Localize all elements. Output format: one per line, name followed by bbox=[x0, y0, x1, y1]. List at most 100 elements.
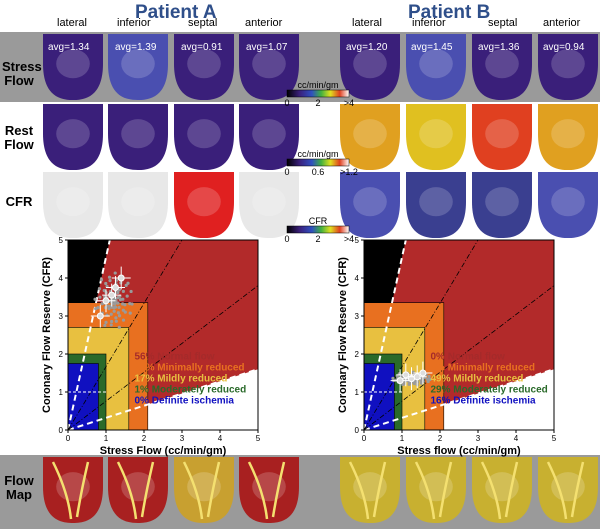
legend-entry: 26% Minimally reduced bbox=[135, 363, 245, 374]
scatter-point bbox=[108, 278, 112, 283]
scatter-point bbox=[109, 323, 113, 327]
stress-map bbox=[174, 34, 234, 100]
stress-map-highlight bbox=[121, 49, 155, 79]
rest-map bbox=[406, 104, 466, 170]
y-axis-label: Coronary Flow Reserve (CFR) bbox=[337, 257, 349, 413]
view-label: inferior bbox=[412, 17, 446, 29]
rest-map bbox=[108, 104, 168, 170]
view-label: anterior bbox=[543, 17, 581, 29]
scatter-point bbox=[121, 318, 126, 322]
avg-label: avg=1.34 bbox=[48, 42, 90, 53]
vessel-line bbox=[348, 461, 370, 520]
legend-entry: 16% Definite ischemia bbox=[431, 396, 536, 407]
scatter-point bbox=[114, 316, 118, 320]
scatter-point bbox=[117, 305, 121, 310]
view-label: lateral bbox=[352, 17, 382, 29]
scatter-point bbox=[99, 278, 104, 282]
scatter-point bbox=[107, 275, 112, 279]
view-label: anterior bbox=[245, 17, 283, 29]
x-axis-label: Stress flow (cc/min/gm) bbox=[397, 445, 521, 457]
cfr-map bbox=[174, 172, 234, 238]
cfr-map-highlight bbox=[419, 187, 453, 217]
x-tick-label: 1 bbox=[400, 434, 405, 443]
cfr-map-highlight bbox=[252, 187, 286, 217]
segment-mean-point bbox=[396, 377, 404, 385]
legend-entry: 17% Mildly reduced bbox=[135, 374, 228, 385]
colorbar-mid: 2 bbox=[315, 98, 320, 108]
colorbar-mid: 0.6 bbox=[312, 167, 325, 177]
row-label-cfr: CFR bbox=[5, 194, 33, 209]
cfr-map-highlight bbox=[187, 187, 221, 217]
stress-map bbox=[406, 34, 466, 100]
vessel-line bbox=[182, 461, 204, 520]
scatter-point bbox=[124, 283, 128, 287]
x-tick-label: 4 bbox=[514, 434, 519, 443]
scatter-point bbox=[102, 288, 106, 293]
colorbar-unit: cc/min/gm bbox=[297, 80, 338, 90]
scatter-point bbox=[104, 281, 108, 286]
legend-entry: 1% Moderately reduced bbox=[135, 385, 247, 396]
scatter-point bbox=[126, 281, 130, 285]
x-axis-label: Stress Flow (cc/min/gm) bbox=[100, 445, 227, 457]
rest-map-highlight bbox=[419, 119, 453, 149]
cfr-map bbox=[43, 172, 103, 238]
y-tick-label: 1 bbox=[355, 388, 360, 397]
view-label: lateral bbox=[57, 17, 87, 29]
vessel-line bbox=[247, 461, 269, 520]
stress-map-highlight bbox=[56, 49, 90, 79]
scatter-point bbox=[113, 305, 118, 309]
boundary-line bbox=[363, 368, 555, 431]
vessel-line bbox=[438, 461, 453, 518]
scatter-point bbox=[407, 382, 411, 386]
stress-map-highlight bbox=[485, 49, 519, 79]
rest-map-highlight bbox=[551, 119, 585, 149]
x-tick-label: 0 bbox=[362, 434, 367, 443]
scatter-point bbox=[123, 310, 127, 314]
avg-label: avg=1.45 bbox=[411, 42, 453, 53]
vessel-line bbox=[116, 461, 138, 520]
stress-map bbox=[108, 34, 168, 100]
cfr-chart-patient-b: 0 1 2 3 4 5 0 1 2 3 4 5 Stress flow (cc/min/gm) Coron… bbox=[337, 236, 557, 457]
scatter-point bbox=[116, 311, 120, 315]
vessel-line bbox=[271, 461, 286, 518]
x-tick-label: 3 bbox=[180, 434, 185, 443]
vessel-line bbox=[480, 461, 502, 520]
scatter-point bbox=[114, 319, 118, 323]
legend-entry: 6% Minimally reduced bbox=[431, 363, 535, 374]
colorbar-min: 0 bbox=[284, 234, 289, 244]
scatter-point bbox=[103, 323, 107, 328]
rest-map-highlight bbox=[485, 119, 519, 149]
legend-entry: 49% Mildly reduced bbox=[431, 374, 524, 385]
legend-entry: 29% Moderately reduced bbox=[431, 385, 548, 396]
colorbar-max: >1.2 bbox=[340, 167, 358, 177]
vessel-line bbox=[414, 461, 436, 520]
rest-map bbox=[174, 104, 234, 170]
x-tick-label: 4 bbox=[218, 434, 223, 443]
rest-map bbox=[43, 104, 103, 170]
rest-map bbox=[239, 104, 299, 170]
y-tick-label: 2 bbox=[355, 350, 360, 359]
colorbar-min: 0 bbox=[284, 167, 289, 177]
rest-map bbox=[538, 104, 598, 170]
rest-map-highlight bbox=[121, 119, 155, 149]
view-label: inferior bbox=[117, 17, 151, 29]
scatter-point bbox=[110, 319, 114, 324]
stress-map bbox=[43, 34, 103, 100]
avg-label: avg=0.94 bbox=[543, 42, 585, 53]
y-tick-label: 3 bbox=[355, 312, 360, 321]
scatter-point bbox=[117, 314, 122, 318]
view-label: septal bbox=[188, 17, 218, 29]
scatter-point bbox=[113, 271, 117, 275]
stress-map-highlight bbox=[353, 49, 387, 79]
row-label-rest: Rest Flow bbox=[4, 123, 34, 152]
stress-map-highlight bbox=[419, 49, 453, 79]
y-tick-label: 0 bbox=[59, 426, 64, 435]
legend-entry: 0% Definite ischemia bbox=[135, 396, 235, 407]
colorbar-min: 0 bbox=[284, 98, 289, 108]
row-label-flowmap: Flow Map bbox=[4, 473, 34, 502]
boundary-line bbox=[67, 239, 111, 431]
x-tick-label: 0 bbox=[66, 434, 71, 443]
x-tick-label: 2 bbox=[438, 434, 443, 443]
segment-mean-point bbox=[419, 369, 427, 377]
